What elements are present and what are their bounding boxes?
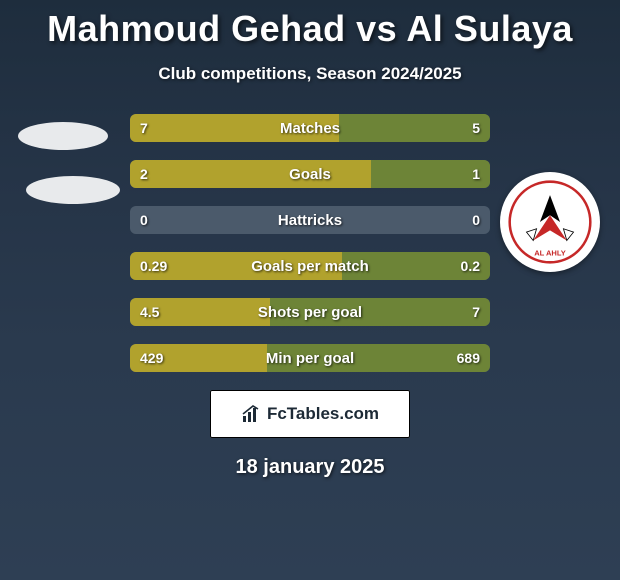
player-left-placeholder-lower [26, 176, 120, 204]
stat-bar-right [270, 298, 490, 326]
stat-row: Hattricks0 0 [130, 206, 490, 234]
subtitle: Club competitions, Season 2024/2025 [0, 64, 620, 84]
stat-bar-right [339, 114, 490, 142]
brand-badge[interactable]: FcTables.com [210, 390, 410, 438]
stat-bar-right [371, 160, 490, 188]
page-title: Mahmoud Gehad vs Al Sulaya [0, 0, 620, 50]
stat-bar-left [130, 160, 371, 188]
comparison-bars: Matches75 Goals21 Hattricks0 0 Goals per mat… [130, 114, 490, 372]
player-left-placeholder-top [18, 122, 108, 150]
stat-value-right: 0 [472, 206, 480, 234]
stat-row: Min per goal429689 [130, 344, 490, 372]
chart-icon [241, 404, 261, 424]
stat-bar-right [342, 252, 490, 280]
stat-value-left: 0 [140, 206, 148, 234]
stat-label: Hattricks [130, 206, 490, 234]
stat-bar-left [130, 114, 339, 142]
club-logo-right: AL AHLY [500, 172, 600, 272]
stat-row: Matches75 [130, 114, 490, 142]
brand-label: FcTables.com [267, 404, 379, 424]
stat-row: Shots per goal4.57 [130, 298, 490, 326]
stat-bar-right [267, 344, 490, 372]
al-ahly-crest-icon: AL AHLY [508, 180, 592, 264]
stat-bar-left [130, 252, 342, 280]
date-label: 18 january 2025 [0, 456, 620, 479]
svg-text:AL AHLY: AL AHLY [534, 249, 566, 258]
stat-bar-left [130, 344, 267, 372]
stat-row: Goals per match0.290.2 [130, 252, 490, 280]
stat-row: Goals21 [130, 160, 490, 188]
stat-bar-left [130, 298, 270, 326]
